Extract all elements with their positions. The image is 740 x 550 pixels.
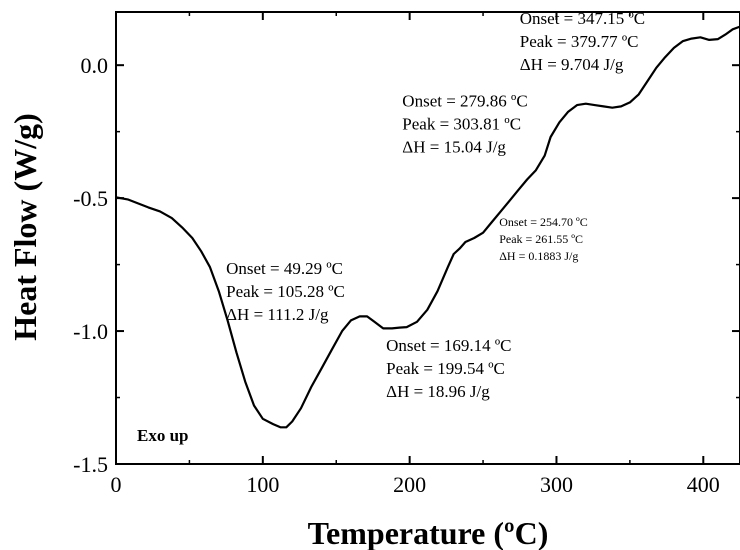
exo-up-label: Exo up — [137, 426, 189, 445]
y-tick-label: 0.0 — [81, 53, 109, 78]
thermal-event-annotation: Onset = 49.29 ºC Peak = 105.28 ºC ΔH = 111… — [226, 259, 345, 324]
annotation-line: Peak = 303.81 ºC — [402, 114, 521, 133]
annotation-line: ΔH = 111.2 J/g — [226, 305, 329, 324]
annotation-line: Onset = 254.70 ºC — [499, 215, 588, 229]
x-tick-label: 400 — [687, 472, 720, 497]
annotation-line: Peak = 379.77 ºC — [520, 32, 639, 51]
annotation-layer: Onset = 347.15 ºC Peak = 379.77 ºC ΔH = 9.… — [226, 9, 645, 401]
plot-border — [115, 11, 740, 465]
annotation-line: Peak = 105.28 ºC — [226, 282, 345, 301]
x-tick-label: 0 — [111, 472, 122, 497]
annotation-line: Peak = 199.54 ºC — [386, 359, 505, 378]
y-tick-label: -0.5 — [73, 186, 108, 211]
annotation-line: Onset = 347.15 ºC — [520, 9, 645, 28]
series-layer — [115, 25, 740, 429]
x-axis: 0 100 200 300 400 — [111, 12, 720, 497]
x-tick-label: 300 — [540, 472, 573, 497]
x-axis-title: Temperature (ºC) — [308, 515, 549, 550]
annotation-line: Peak = 261.55 ºC — [499, 232, 583, 246]
thermal-event-annotation: Onset = 279.86 ºC Peak = 303.81 ºC ΔH = 15… — [402, 91, 527, 156]
annotation-line: ΔH = 9.704 J/g — [520, 55, 624, 74]
y-tick-label: -1.5 — [73, 452, 108, 477]
annotation-line: Onset = 49.29 ºC — [226, 259, 343, 278]
annotation-line: ΔH = 0.1883 J/g — [499, 249, 578, 263]
heat-flow-line — [115, 25, 740, 429]
annotation-line: ΔH = 15.04 J/g — [402, 137, 506, 156]
y-axis: 0.0 -0.5 -1.0 -1.5 — [73, 53, 740, 477]
y-tick-label: -1.0 — [73, 319, 108, 344]
annotation-line: Onset = 169.14 ºC — [386, 336, 511, 355]
thermal-event-annotation: Onset = 169.14 ºC Peak = 199.54 ºC ΔH = 18… — [386, 336, 511, 401]
y-axis-title: Heat Flow (W/g) — [7, 113, 43, 341]
annotation-line: Onset = 279.86 ºC — [402, 91, 527, 110]
plot-area — [115, 11, 740, 465]
annotation-line: ΔH = 18.96 J/g — [386, 382, 490, 401]
thermal-event-annotation: Onset = 347.15 ºC Peak = 379.77 ºC ΔH = 9.… — [520, 9, 645, 74]
x-tick-label: 200 — [393, 472, 426, 497]
x-tick-label: 100 — [246, 472, 279, 497]
thermal-event-annotation: Onset = 254.70 ºC Peak = 261.55 ºC ΔH = 0.… — [499, 215, 588, 263]
